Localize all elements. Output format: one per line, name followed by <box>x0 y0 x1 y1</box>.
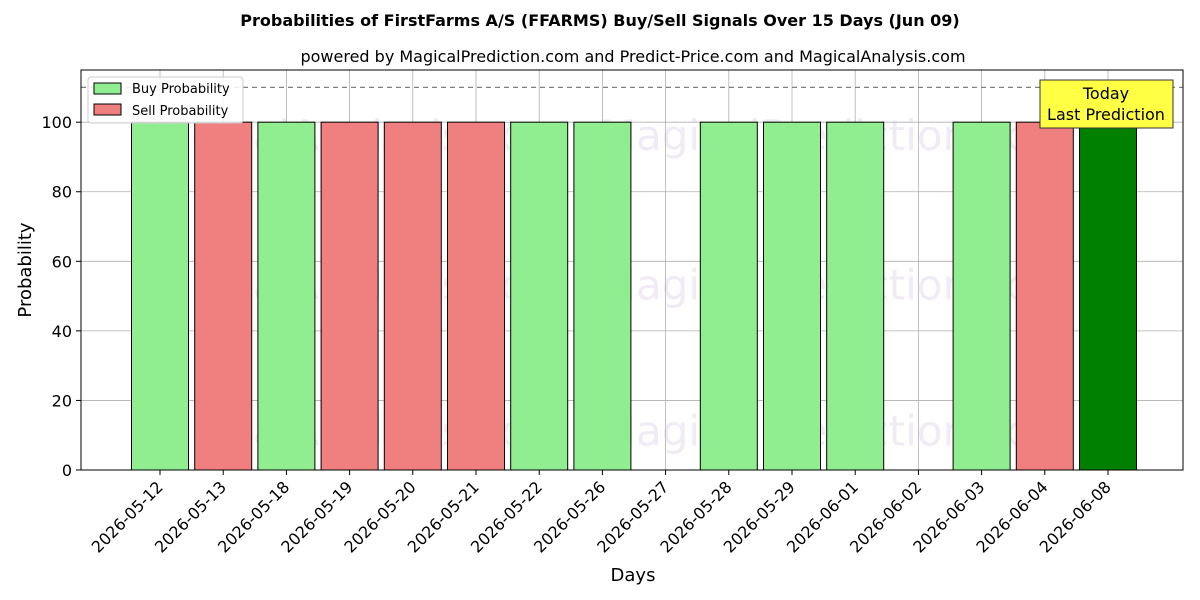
bar-buy-2026-05-29 <box>763 121 821 471</box>
bar-sell-2026-05-19 <box>320 121 379 471</box>
bar-sell-2026-05-21 <box>447 121 505 471</box>
y-ticks: 0 20 40 60 80 100 <box>41 113 81 480</box>
y-tick-label-60: 60 <box>52 252 72 271</box>
chart-title: Probabilities of FirstFarms A/S (FFARMS)… <box>240 11 959 30</box>
x-axis-label: Days <box>611 565 656 586</box>
bar-buy-2026-05-22 <box>510 121 569 471</box>
today-annotation: Today Last Prediction <box>1039 79 1174 129</box>
annotation-line-2: Last Prediction <box>1047 105 1165 124</box>
legend-swatch-sell <box>93 103 122 116</box>
y-tick-label-80: 80 <box>52 183 72 202</box>
legend-frame <box>87 76 244 124</box>
bar-sell-2026-05-20 <box>383 121 442 471</box>
bar-buy-2026-05-26 <box>573 121 632 471</box>
bar-buy-2026-05-28 <box>699 121 758 471</box>
annotation-line-1: Today <box>1082 84 1129 103</box>
bar-buy-2026-06-01 <box>826 121 885 471</box>
y-tick-label-0: 0 <box>62 461 72 480</box>
legend-swatch-buy <box>93 82 122 95</box>
y-tick-label-20: 20 <box>52 391 72 410</box>
bar-buy-2026-06-03 <box>952 121 1011 471</box>
legend-label-buy: Buy Probability <box>132 82 230 97</box>
bar-buy-2026-06-08 <box>1079 121 1137 471</box>
bar-buy-2026-05-12 <box>131 121 189 471</box>
bar-buy-2026-05-18 <box>257 121 316 471</box>
plot-frame <box>80 69 1184 471</box>
y-axis-label: Probability <box>15 222 36 317</box>
bar-sell-2026-06-04 <box>1015 121 1074 471</box>
x-ticks: 2026-05-122026-05-132026-05-182026-05-19… <box>88 470 1115 557</box>
bars <box>131 121 1137 471</box>
legend: Buy Probability Sell Probability <box>87 76 244 124</box>
y-tick-label-100: 100 <box>41 113 72 132</box>
annotation-box <box>1039 79 1174 129</box>
bar-sell-2026-05-13 <box>194 121 253 471</box>
legend-label-sell: Sell Probability <box>132 104 229 119</box>
chart-subtitle: powered by MagicalPrediction.com and Pre… <box>300 47 965 66</box>
y-tick-label-40: 40 <box>52 322 72 341</box>
